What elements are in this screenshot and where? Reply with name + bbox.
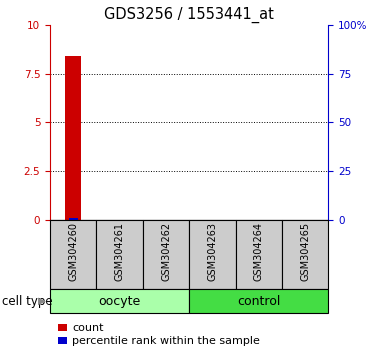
Bar bbox=[65, 56, 81, 220]
Bar bbox=[50, 220, 96, 289]
Text: GSM304260: GSM304260 bbox=[68, 222, 78, 281]
Text: control: control bbox=[237, 295, 280, 308]
Text: ▶: ▶ bbox=[38, 296, 46, 306]
Text: count: count bbox=[72, 322, 104, 332]
Title: GDS3256 / 1553441_at: GDS3256 / 1553441_at bbox=[104, 7, 274, 23]
Bar bbox=[189, 220, 236, 289]
Text: GSM304263: GSM304263 bbox=[207, 222, 217, 281]
Bar bbox=[50, 289, 189, 313]
Text: percentile rank within the sample: percentile rank within the sample bbox=[72, 336, 260, 346]
Bar bbox=[69, 218, 78, 220]
Text: cell type: cell type bbox=[2, 295, 52, 308]
Bar bbox=[282, 220, 328, 289]
Bar bbox=[236, 220, 282, 289]
Bar bbox=[143, 220, 189, 289]
Bar bbox=[189, 289, 328, 313]
Text: GSM304265: GSM304265 bbox=[300, 222, 310, 281]
Text: oocyte: oocyte bbox=[99, 295, 141, 308]
Text: GSM304261: GSM304261 bbox=[115, 222, 125, 281]
Text: GSM304264: GSM304264 bbox=[254, 222, 264, 281]
Text: GSM304262: GSM304262 bbox=[161, 222, 171, 281]
Bar bbox=[96, 220, 143, 289]
